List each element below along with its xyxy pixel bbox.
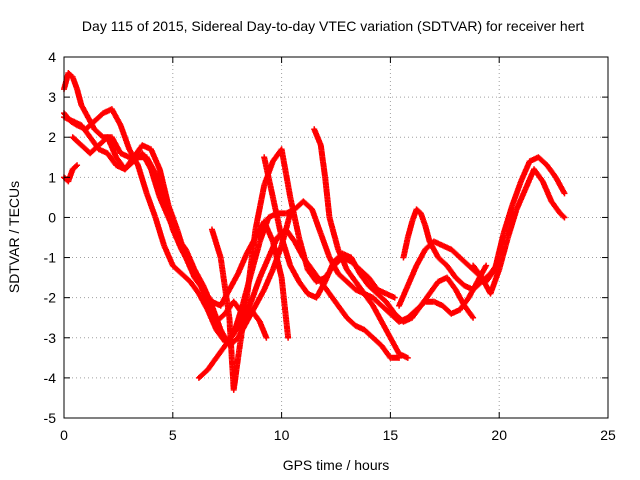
x-tick-label: 25 (600, 427, 616, 443)
y-tick-label: -4 (44, 370, 57, 386)
y-tick-label: 2 (48, 129, 56, 145)
series-track-k (396, 154, 568, 309)
x-tick-label: 10 (274, 427, 290, 443)
series-trail (261, 155, 476, 325)
series-trail (62, 163, 79, 184)
y-tick-label: 4 (48, 49, 56, 65)
series-trail (70, 135, 293, 348)
data-marks (61, 70, 568, 393)
x-tick-label: 0 (60, 427, 68, 443)
y-axis-label: SDTVAR / TECUs (6, 181, 22, 293)
x-tick-label: 15 (383, 427, 399, 443)
x-axis-label: GPS time / hours (283, 457, 390, 473)
x-tick-label: 5 (169, 427, 177, 443)
y-tick-label: -1 (44, 250, 57, 266)
y-tick-label: -2 (44, 290, 57, 306)
y-tick-label: 3 (48, 89, 56, 105)
series-trail (471, 167, 567, 296)
plot-frame (63, 56, 609, 419)
series-track-h (261, 154, 477, 325)
series-trail (311, 127, 410, 361)
x-tick-label: 20 (491, 427, 507, 443)
series-track-a (61, 162, 81, 185)
y-tick-label: -5 (44, 410, 57, 426)
series-track-i (311, 126, 411, 361)
y-tick-label: 1 (48, 169, 56, 185)
y-tick-label: -3 (44, 330, 57, 346)
series-trail (396, 154, 567, 308)
y-tick-label: 0 (48, 209, 56, 225)
axis-ticks: -5 -4 -3 -2 -1 0 1 2 3 4 0 5 10 15 20 25 (44, 49, 616, 443)
series-track-l (470, 166, 568, 297)
chart-title: Day 115 of 2015, Sidereal Day-to-day VTE… (82, 18, 584, 34)
